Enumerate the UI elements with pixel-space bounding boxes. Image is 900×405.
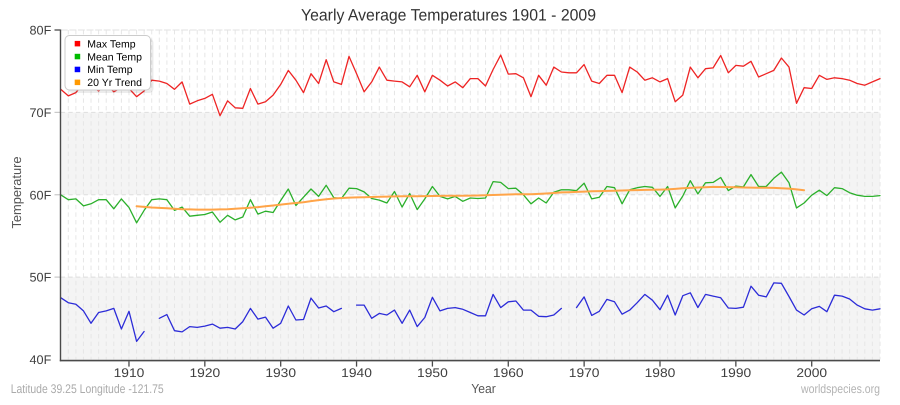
svg-text:Max Temp: Max Temp xyxy=(87,38,135,50)
svg-text:2000: 2000 xyxy=(796,366,827,380)
svg-text:Yearly Average Temperatures 19: Yearly Average Temperatures 1901 - 2009 xyxy=(301,6,596,24)
svg-text:20 Yr Trend: 20 Yr Trend xyxy=(87,77,142,89)
svg-text:Temperature: Temperature xyxy=(9,157,24,229)
svg-text:Min Temp: Min Temp xyxy=(87,64,132,76)
svg-text:1960: 1960 xyxy=(493,366,524,380)
svg-text:70F: 70F xyxy=(30,106,52,120)
svg-text:40F: 40F xyxy=(30,353,52,367)
svg-text:Latitude 39.25 Longitude -121.: Latitude 39.25 Longitude -121.75 xyxy=(11,382,164,396)
svg-text:Year: Year xyxy=(471,381,496,396)
svg-text:1970: 1970 xyxy=(569,366,600,380)
svg-text:1910: 1910 xyxy=(114,366,145,380)
svg-text:1940: 1940 xyxy=(341,366,372,380)
svg-text:60F: 60F xyxy=(30,188,52,202)
svg-text:1920: 1920 xyxy=(189,366,220,380)
svg-text:Mean Temp: Mean Temp xyxy=(87,51,142,63)
svg-text:1980: 1980 xyxy=(645,366,676,380)
svg-text:1950: 1950 xyxy=(417,366,448,380)
svg-text:50F: 50F xyxy=(30,271,52,285)
svg-text:worldspecies.org: worldspecies.org xyxy=(800,382,880,396)
svg-text:1930: 1930 xyxy=(265,366,296,380)
svg-text:1990: 1990 xyxy=(721,366,752,380)
svg-text:80F: 80F xyxy=(30,24,52,38)
